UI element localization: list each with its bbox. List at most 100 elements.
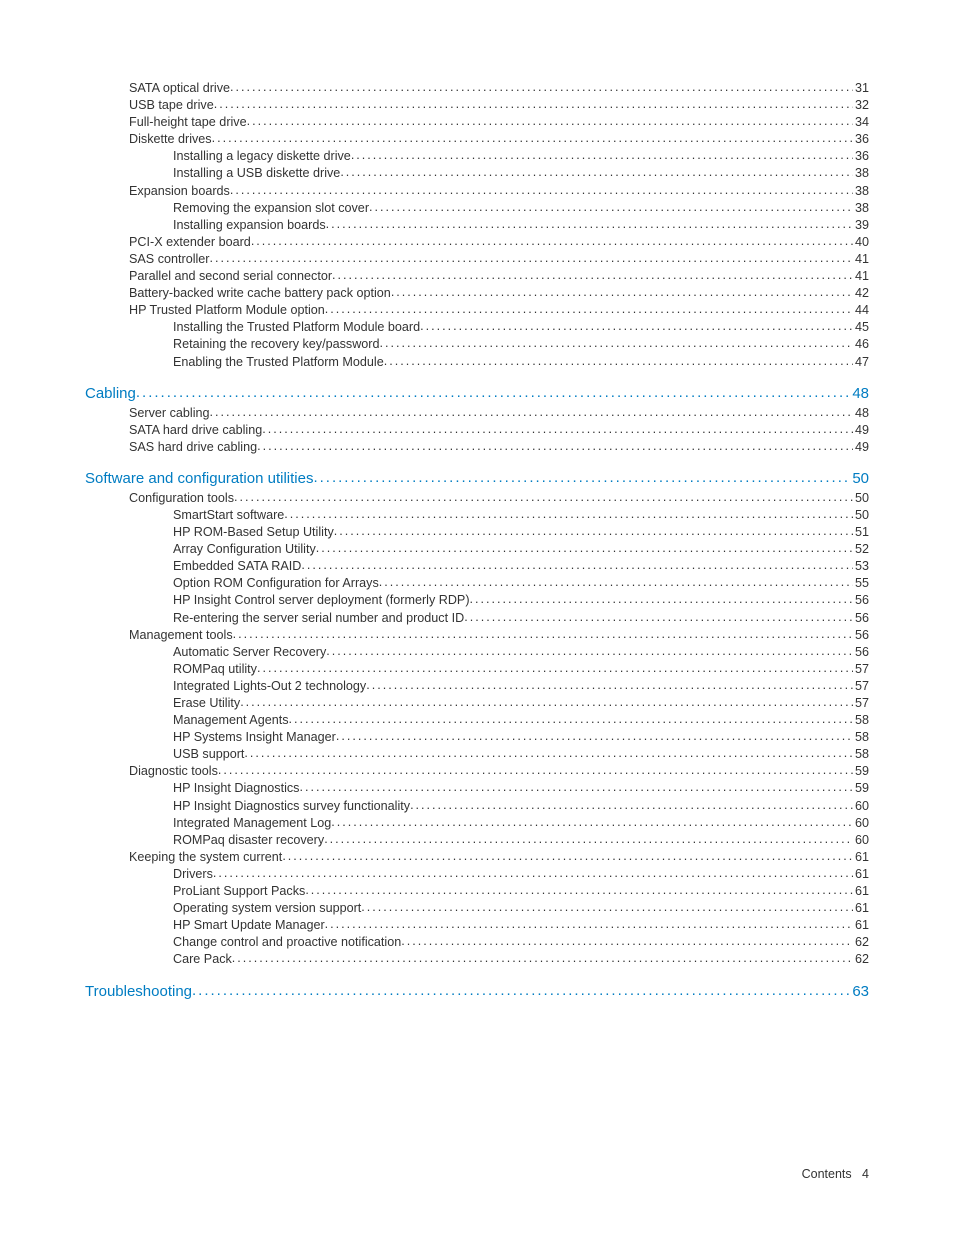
toc-entry[interactable]: Diskette drives36 <box>85 131 869 148</box>
toc-entry-label[interactable]: Removing the expansion slot cover <box>173 200 369 217</box>
toc-entry-label[interactable]: Array Configuration Utility <box>173 541 316 558</box>
toc-entry[interactable]: SATA optical drive 31 <box>85 80 869 97</box>
toc-entry-page[interactable]: 39 <box>853 217 869 234</box>
toc-entry[interactable]: ProLiant Support Packs61 <box>85 883 869 900</box>
toc-entry-page[interactable]: 42 <box>853 285 869 302</box>
toc-entry-page[interactable]: 40 <box>853 234 869 251</box>
toc-entry-page[interactable]: 41 <box>853 268 869 285</box>
toc-entry-label[interactable]: HP Insight Diagnostics survey functional… <box>173 798 410 815</box>
toc-entry-page[interactable]: 61 <box>853 900 869 917</box>
toc-entry-label[interactable]: Installing a USB diskette drive <box>173 165 340 182</box>
toc-entry-label[interactable]: HP Systems Insight Manager <box>173 729 336 746</box>
toc-entry[interactable]: Drivers61 <box>85 866 869 883</box>
toc-entry-page[interactable]: 57 <box>853 695 869 712</box>
toc-entry-page[interactable]: 57 <box>853 661 869 678</box>
toc-entry-page[interactable]: 38 <box>853 165 869 182</box>
toc-entry-label[interactable]: Integrated Lights-Out 2 technology <box>173 678 366 695</box>
toc-entry-label[interactable]: Management tools <box>129 627 233 644</box>
toc-entry-label[interactable]: Battery-backed write cache battery pack … <box>129 285 391 302</box>
toc-entry-page[interactable]: 51 <box>853 524 869 541</box>
toc-entry-label[interactable]: Erase Utility <box>173 695 240 712</box>
toc-entry-page[interactable]: 62 <box>853 934 869 951</box>
toc-entry[interactable]: Erase Utility 57 <box>85 695 869 712</box>
toc-entry-page[interactable]: 31 <box>853 80 869 97</box>
toc-entry[interactable]: Software and configuration utilities50 <box>85 468 869 490</box>
toc-entry[interactable]: Integrated Management Log60 <box>85 815 869 832</box>
toc-entry[interactable]: Troubleshooting63 <box>85 981 869 1003</box>
toc-entry-label[interactable]: PCI-X extender board <box>129 234 251 251</box>
toc-entry[interactable]: Automatic Server Recovery 56 <box>85 644 869 661</box>
toc-entry-page[interactable]: 53 <box>853 558 869 575</box>
toc-entry-label[interactable]: ProLiant Support Packs <box>173 883 305 900</box>
toc-entry[interactable]: Full-height tape drive 34 <box>85 114 869 131</box>
toc-entry-page[interactable]: 62 <box>853 951 869 968</box>
toc-entry[interactable]: Keeping the system current61 <box>85 849 869 866</box>
toc-entry[interactable]: USB tape drive32 <box>85 97 869 114</box>
toc-entry-label[interactable]: SmartStart software <box>173 507 284 524</box>
toc-entry[interactable]: HP Insight Diagnostics59 <box>85 780 869 797</box>
toc-entry-label[interactable]: Keeping the system current <box>129 849 282 866</box>
toc-entry-label[interactable]: Expansion boards <box>129 183 230 200</box>
toc-entry-label[interactable]: SATA optical drive <box>129 80 230 97</box>
toc-entry-page[interactable]: 47 <box>853 354 869 371</box>
toc-entry[interactable]: HP ROM-Based Setup Utility 51 <box>85 524 869 541</box>
toc-entry-page[interactable]: 60 <box>853 832 869 849</box>
toc-entry-label[interactable]: Automatic Server Recovery <box>173 644 326 661</box>
toc-entry-page[interactable]: 58 <box>853 729 869 746</box>
toc-entry[interactable]: Cabling48 <box>85 383 869 405</box>
toc-entry[interactable]: SATA hard drive cabling49 <box>85 422 869 439</box>
toc-entry-label[interactable]: Installing a legacy diskette drive <box>173 148 351 165</box>
toc-entry-page[interactable]: 59 <box>853 763 869 780</box>
toc-entry-page[interactable]: 44 <box>853 302 869 319</box>
toc-entry-label[interactable]: Server cabling <box>129 405 210 422</box>
toc-entry[interactable]: SmartStart software50 <box>85 507 869 524</box>
toc-entry[interactable]: Expansion boards 38 <box>85 183 869 200</box>
toc-entry-page[interactable]: 58 <box>853 746 869 763</box>
toc-entry[interactable]: HP Trusted Platform Module option44 <box>85 302 869 319</box>
toc-entry-page[interactable]: 56 <box>853 644 869 661</box>
toc-entry-label[interactable]: Full-height tape drive <box>129 114 247 131</box>
toc-entry-page[interactable]: 38 <box>853 200 869 217</box>
toc-entry-label[interactable]: USB support <box>173 746 244 763</box>
toc-entry-page[interactable]: 58 <box>853 712 869 729</box>
toc-entry[interactable]: Retaining the recovery key/password46 <box>85 336 869 353</box>
toc-entry-label[interactable]: Management Agents <box>173 712 289 729</box>
toc-entry[interactable]: HP Systems Insight Manager 58 <box>85 729 869 746</box>
toc-entry-label[interactable]: Diagnostic tools <box>129 763 218 780</box>
toc-entry[interactable]: Management tools 56 <box>85 627 869 644</box>
toc-entry-label[interactable]: Cabling <box>85 383 136 405</box>
toc-entry-page[interactable]: 38 <box>853 183 869 200</box>
toc-entry-label[interactable]: Software and configuration utilities <box>85 468 313 490</box>
toc-entry-page[interactable]: 41 <box>853 251 869 268</box>
toc-entry-label[interactable]: Option ROM Configuration for Arrays <box>173 575 379 592</box>
toc-entry[interactable]: Re-entering the server serial number and… <box>85 610 869 627</box>
toc-entry-page[interactable]: 36 <box>853 148 869 165</box>
toc-entry[interactable]: ROMPaq utility57 <box>85 661 869 678</box>
toc-entry[interactable]: Integrated Lights-Out 2 technology 57 <box>85 678 869 695</box>
toc-entry-label[interactable]: HP Smart Update Manager <box>173 917 325 934</box>
toc-entry-page[interactable]: 56 <box>853 610 869 627</box>
toc-entry[interactable]: SAS controller41 <box>85 251 869 268</box>
toc-entry[interactable]: Array Configuration Utility 52 <box>85 541 869 558</box>
toc-entry-page[interactable]: 34 <box>853 114 869 131</box>
toc-entry-label[interactable]: SATA hard drive cabling <box>129 422 262 439</box>
toc-entry-page[interactable]: 61 <box>853 866 869 883</box>
toc-entry-label[interactable]: Retaining the recovery key/password <box>173 336 380 353</box>
toc-entry[interactable]: Installing expansion boards 39 <box>85 217 869 234</box>
toc-entry-label[interactable]: Change control and proactive notificatio… <box>173 934 401 951</box>
toc-entry[interactable]: Management Agents 58 <box>85 712 869 729</box>
toc-entry[interactable]: Installing the Trusted Platform Module b… <box>85 319 869 336</box>
toc-entry-page[interactable]: 50 <box>853 490 869 507</box>
toc-entry-label[interactable]: Installing the Trusted Platform Module b… <box>173 319 420 336</box>
toc-entry[interactable]: Care Pack 62 <box>85 951 869 968</box>
toc-entry-page[interactable]: 52 <box>853 541 869 558</box>
toc-entry-label[interactable]: Troubleshooting <box>85 981 192 1003</box>
toc-entry-label[interactable]: Care Pack <box>173 951 232 968</box>
toc-entry-page[interactable]: 56 <box>853 627 869 644</box>
toc-entry[interactable]: Option ROM Configuration for Arrays55 <box>85 575 869 592</box>
toc-entry-page[interactable]: 57 <box>853 678 869 695</box>
toc-entry-page[interactable]: 60 <box>853 815 869 832</box>
toc-entry-label[interactable]: HP ROM-Based Setup Utility <box>173 524 334 541</box>
toc-entry-page[interactable]: 61 <box>853 917 869 934</box>
toc-entry-label[interactable]: Installing expansion boards <box>173 217 326 234</box>
